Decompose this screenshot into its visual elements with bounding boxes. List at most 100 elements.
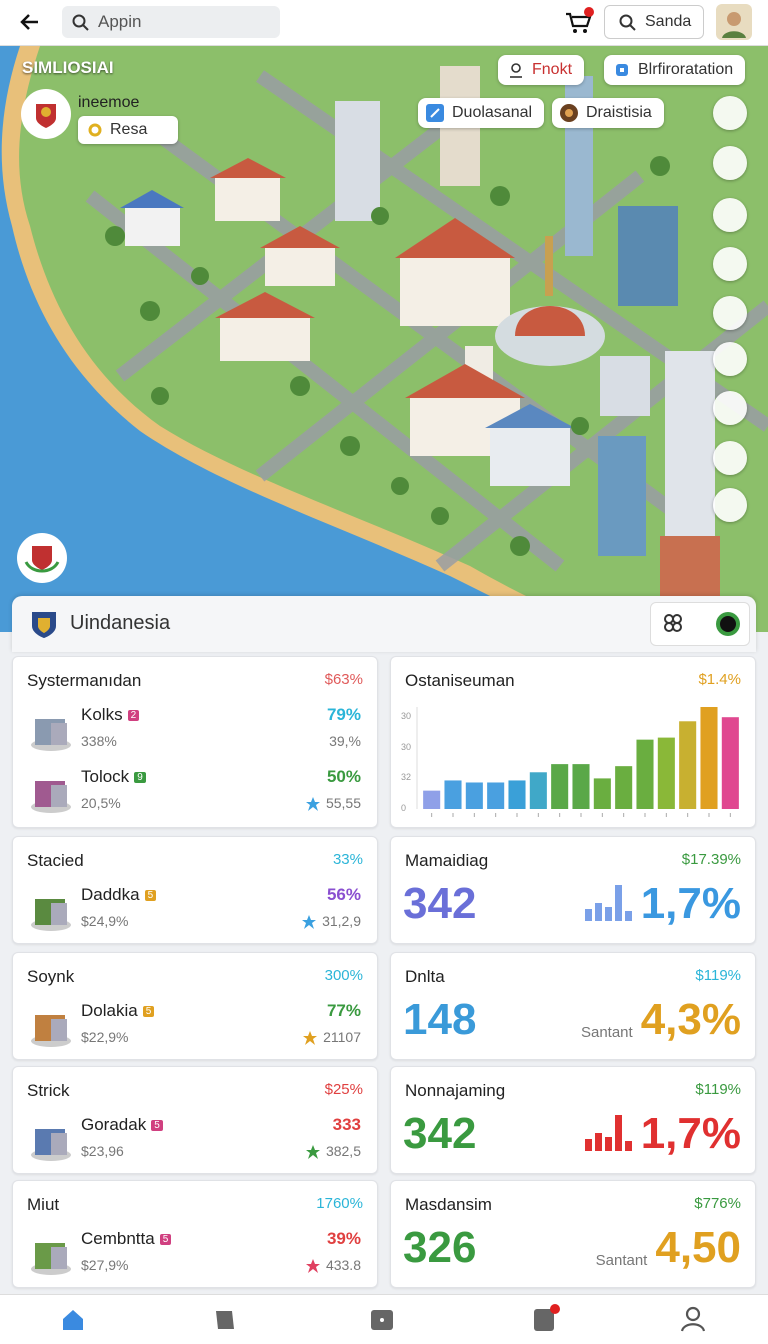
- card-value: $776%: [694, 1195, 741, 1212]
- card-title: Ostaniseuman: [405, 671, 515, 690]
- y-tick-label: 32: [401, 772, 412, 783]
- big-number: 148: [403, 995, 477, 1044]
- spark-bar: [604, 1137, 612, 1151]
- item-label: Daddka: [81, 885, 140, 904]
- item-extra: 55,55: [325, 795, 361, 811]
- caption: Santant: [580, 1024, 633, 1041]
- item-name: Goradak 5: [81, 1115, 163, 1135]
- icon-side: [51, 785, 67, 807]
- chip-text: Blrfiroratation: [638, 61, 734, 78]
- spark-bar: [614, 885, 622, 921]
- nav-home[interactable]: [60, 1307, 86, 1333]
- bar-chart: [416, 707, 739, 817]
- chip-text: Fnokt: [532, 61, 573, 78]
- map-tool-button[interactable]: [713, 198, 747, 232]
- nav-tasks[interactable]: [530, 1303, 560, 1333]
- item-label: Dolakia: [81, 1001, 138, 1020]
- card-title: Miut: [27, 1195, 60, 1214]
- map-chip[interactable]: Draistisia: [552, 98, 664, 128]
- star: [303, 1031, 318, 1045]
- map-tool-button[interactable]: [713, 391, 747, 425]
- item-label: Goradak: [81, 1115, 147, 1134]
- map-tool-button[interactable]: [713, 342, 747, 376]
- item-icon: [31, 899, 71, 931]
- bar: [657, 737, 675, 809]
- star: [305, 797, 320, 811]
- bar: [551, 764, 569, 809]
- map-tool-button[interactable]: [713, 296, 747, 330]
- item-value: 79%: [326, 705, 361, 724]
- back-button[interactable]: [18, 10, 42, 34]
- cart-button[interactable]: [562, 6, 596, 38]
- map-tool-button[interactable]: [713, 247, 747, 281]
- icon-side: [51, 1247, 67, 1269]
- panel-header: [12, 596, 756, 652]
- card-title: Stacied: [27, 851, 84, 870]
- card-title: Mamaidiag: [405, 851, 489, 870]
- map-tool-button[interactable]: [713, 488, 747, 522]
- nav-box[interactable]: [369, 1307, 395, 1333]
- map-tool-button[interactable]: [713, 96, 747, 130]
- big-number: 342: [403, 879, 477, 928]
- secondary-number: 1,7%: [640, 1109, 741, 1158]
- map-chip[interactable]: Blrfiroratation: [604, 55, 746, 85]
- item-name: Kolks 2: [81, 705, 140, 725]
- account-button[interactable]: Sanda: [604, 5, 704, 39]
- secondary-number: 1,7%: [640, 879, 741, 928]
- search-text: Appin: [98, 12, 142, 31]
- city-map[interactable]: [0, 46, 768, 632]
- map-chip[interactable]: Fnokt: [498, 55, 585, 85]
- item-value: 50%: [326, 767, 361, 786]
- item-icon: [31, 1015, 71, 1047]
- spark-bar: [624, 1141, 632, 1151]
- bottom-nav: [0, 1294, 768, 1344]
- stat-card: Nonnajaming $119% 342 1,7%: [390, 1066, 756, 1174]
- card-value: $119%: [695, 967, 741, 984]
- nav-profile[interactable]: [680, 1305, 706, 1333]
- chip-text: Draistisia: [586, 104, 652, 121]
- caption: Santant: [595, 1252, 648, 1269]
- stat-card: Mamaidiag $17.39% 342 1,7%: [390, 836, 756, 944]
- nav-map[interactable]: [212, 1307, 238, 1333]
- bar: [465, 782, 483, 809]
- status-text: Resa: [110, 121, 148, 138]
- stat-card: Miut 1760% Cembntta 5 $27,9% 39% 433.8: [12, 1180, 378, 1288]
- spark-bar: [624, 911, 632, 921]
- record-button[interactable]: [714, 610, 742, 638]
- bar: [700, 707, 718, 809]
- y-tick-label: 0: [401, 803, 407, 813]
- bar: [593, 778, 611, 809]
- panel-title: Uindanesia: [70, 612, 171, 634]
- emblem-button[interactable]: [16, 532, 68, 584]
- star-icon: [305, 1145, 320, 1159]
- item-name: Daddka 5: [81, 885, 157, 905]
- item-badge: 9: [134, 772, 146, 784]
- card-title: Strick: [27, 1081, 70, 1100]
- bar: [721, 717, 739, 809]
- avatar[interactable]: [716, 4, 752, 40]
- filter-button[interactable]: [662, 612, 684, 634]
- item-icon: [31, 1243, 71, 1275]
- item-badge: 5: [151, 1120, 163, 1132]
- bar: [508, 780, 526, 809]
- map-title: SIMLIOSIAI: [22, 58, 114, 77]
- status-chip[interactable]: Resa: [78, 116, 178, 144]
- item-icon: [31, 719, 71, 751]
- bar: [423, 790, 441, 809]
- y-tick-label: 30: [401, 741, 412, 752]
- stat-card: Strick $25% Goradak 5 $23,96 333 382,5: [12, 1066, 378, 1174]
- y-tick-label: 30: [401, 711, 412, 721]
- region-emblem[interactable]: [20, 88, 72, 140]
- star-icon: [303, 1031, 318, 1045]
- map-chip[interactable]: Duolasanal: [418, 98, 545, 128]
- search-field[interactable]: Appin: [62, 6, 280, 38]
- item-badge: 5: [142, 1006, 155, 1018]
- map-illustration: [0, 46, 768, 632]
- card-title: Systermanıdan: [27, 671, 142, 690]
- map-tool-button[interactable]: [713, 441, 747, 475]
- card-value: 1760%: [316, 1195, 363, 1212]
- stat-card: Systermanıdan $63% Kolks 2 338% 79% 39,% Tolock…: [12, 656, 378, 828]
- map-tool-button[interactable]: [713, 146, 747, 180]
- item-badge: 5: [144, 890, 157, 902]
